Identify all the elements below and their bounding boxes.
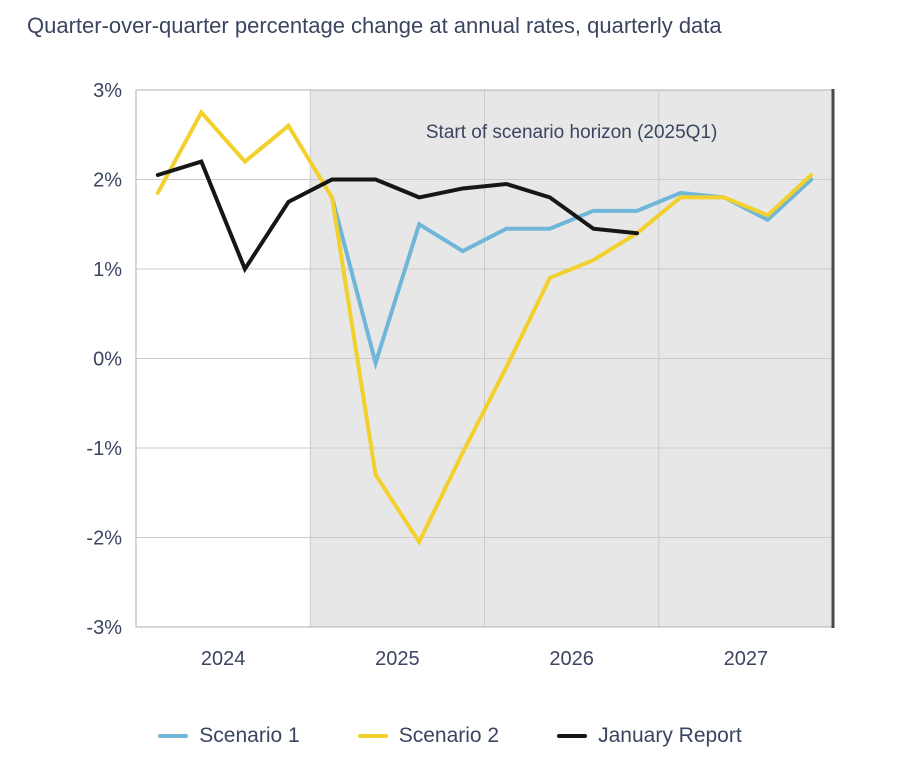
y-axis-tick-label: 3% <box>93 80 122 102</box>
line-chart: Start of scenario horizon (2025Q1) 3% 2% 1%… <box>86 80 835 670</box>
legend-label: January Report <box>598 724 742 747</box>
scenario-2-line-swatch-icon <box>357 734 388 738</box>
series-line-scenario-2 <box>155 108 814 547</box>
x-axis-tick-label: 2026 <box>549 648 594 670</box>
chart-title: Quarter-over-quarter percentage change a… <box>27 13 722 38</box>
y-axis-tick-label: 0% <box>93 349 122 371</box>
series-line-january-report <box>155 159 639 274</box>
x-axis-tick-label: 2025 <box>375 648 420 670</box>
legend-label: Scenario 2 <box>398 724 500 747</box>
january-report-line-swatch-icon <box>557 734 588 738</box>
legend-item-scenario-2: Scenario 2 <box>357 724 500 748</box>
scenario-1-line-swatch-icon <box>158 734 189 738</box>
x-axis-tick-label: 2024 <box>201 648 246 670</box>
chart-legend: Scenario 1 Scenario 2 January Report <box>0 720 900 752</box>
legend-item-january-report: January Report <box>557 724 742 748</box>
legend-item-scenario-1: Scenario 1 <box>158 724 300 748</box>
legend-label: Scenario 1 <box>199 724 300 747</box>
y-axis-tick-label: -2% <box>86 528 122 550</box>
y-axis-tick-label: 1% <box>93 259 122 281</box>
x-axis-tick-label: 2027 <box>724 648 769 670</box>
y-axis-tick-label: 2% <box>93 170 122 192</box>
annotation-label: Start of scenario horizon (2025Q1) <box>426 122 718 143</box>
y-axis-tick-label: -1% <box>86 438 122 460</box>
y-axis-tick-label: -3% <box>86 617 122 639</box>
